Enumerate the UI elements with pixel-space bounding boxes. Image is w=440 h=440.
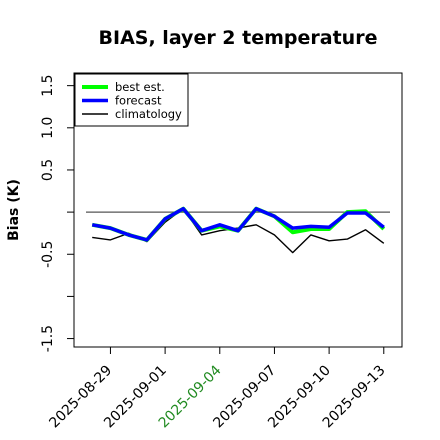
y-tick-label: 1.5 (40, 75, 56, 97)
series-lines (91, 206, 386, 254)
y-tick-label: -0.5 (40, 241, 56, 268)
y-tick-label: -1.5 (40, 325, 56, 352)
plot-frame (73, 72, 403, 348)
y-axis: -1.5 -0.5 0.5 1.0 1.5 (40, 75, 74, 352)
legend-label: best est. (115, 80, 165, 94)
legend-label: climatology (115, 107, 182, 121)
chart-title: BIAS, layer 2 temperature (99, 27, 378, 49)
y-tick-label: 0.5 (40, 159, 56, 181)
y-tick-label: 1.0 (40, 117, 56, 139)
y-axis-label: Bias (K) (6, 179, 22, 241)
legend-box (74, 73, 189, 127)
x-axis: 2025-08-292025-09-012025-09-042025-09-07… (46, 347, 389, 431)
legend-label: forecast (115, 94, 162, 108)
series-line-forecast (91, 206, 385, 242)
